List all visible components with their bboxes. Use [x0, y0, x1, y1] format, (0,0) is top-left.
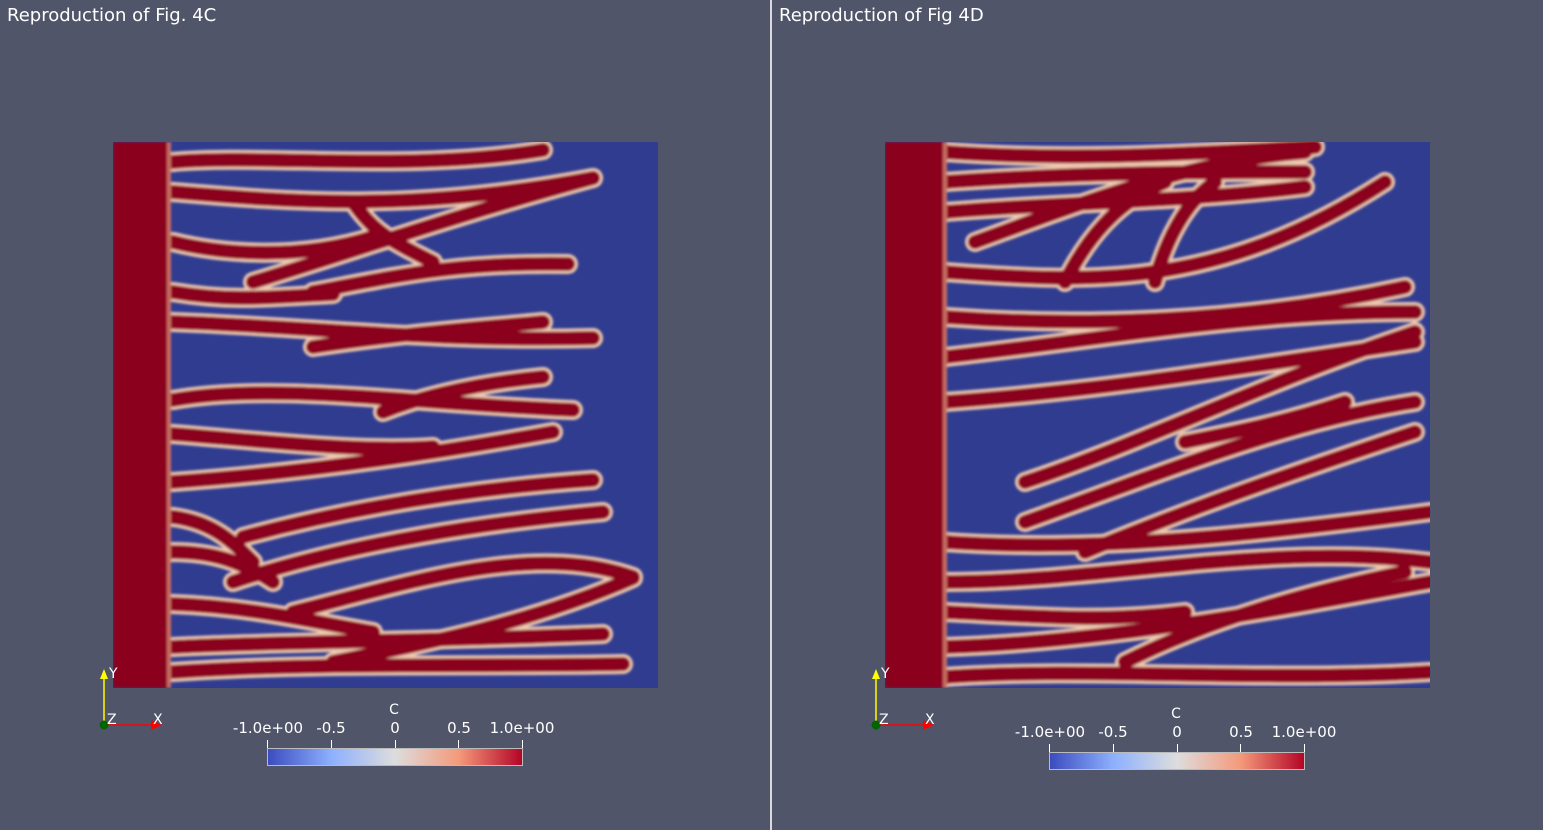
axis-z-label: Z	[879, 712, 889, 728]
colorbar-tick	[1113, 744, 1114, 752]
view-title: Reproduction of Fig. 4C	[7, 5, 217, 26]
colorbar-tick-label: -1.0e+00	[1014, 723, 1086, 741]
colorbar-tick	[522, 740, 523, 748]
concentration-field	[885, 142, 1430, 688]
colorbar-tick	[458, 740, 459, 748]
colorbar-tick	[1049, 744, 1050, 752]
render-view-left[interactable]: Reproduction of Fig. 4C	[0, 0, 770, 830]
orientation-axes: Y Z X	[867, 665, 947, 735]
colorbar-tick-label: 0.5	[447, 719, 471, 737]
colorbar-tick	[267, 740, 268, 748]
colorbar-tick-label: -0.5	[316, 719, 346, 737]
colorbar-tick	[1304, 744, 1305, 752]
axis-x-label: X	[153, 712, 163, 728]
colorbar-tick-label: 0	[1172, 723, 1182, 741]
color-legend: C -1.0e+00 -0.5 0 0.5 1.0e+00	[232, 700, 565, 770]
colorbar-tick	[395, 740, 396, 748]
axis-y-label: Y	[881, 666, 890, 682]
colorbar-tick-label: -0.5	[1098, 723, 1128, 741]
colorbar-tick-label: 1.0e+00	[1271, 723, 1337, 741]
colorbar-tick	[1240, 744, 1241, 752]
view-title: Reproduction of Fig 4D	[779, 5, 984, 26]
colorbar-tick-label: 0	[390, 719, 400, 737]
axis-y-label: Y	[109, 666, 118, 682]
view-divider[interactable]	[770, 0, 772, 830]
colorbar-tick-label: -1.0e+00	[232, 719, 304, 737]
colorbar-tick	[331, 740, 332, 748]
colorbar-gradient	[267, 748, 523, 766]
concentration-field	[113, 142, 658, 688]
orientation-axes: Y Z X	[95, 665, 175, 735]
axis-x-label: X	[925, 712, 935, 728]
colorbar-title: C	[1171, 706, 1181, 722]
colorbar-title: C	[389, 702, 399, 718]
colorbar-tick	[1177, 744, 1178, 752]
color-legend: C -1.0e+00 -0.5 0 0.5 1.0e+00	[1014, 704, 1347, 774]
colorbar-tick-label: 1.0e+00	[489, 719, 555, 737]
axis-z-label: Z	[107, 712, 117, 728]
colorbar-tick-label: 0.5	[1229, 723, 1253, 741]
colorbar-gradient	[1049, 752, 1305, 770]
render-view-right[interactable]: Reproduction of Fig 4D	[772, 0, 1543, 830]
